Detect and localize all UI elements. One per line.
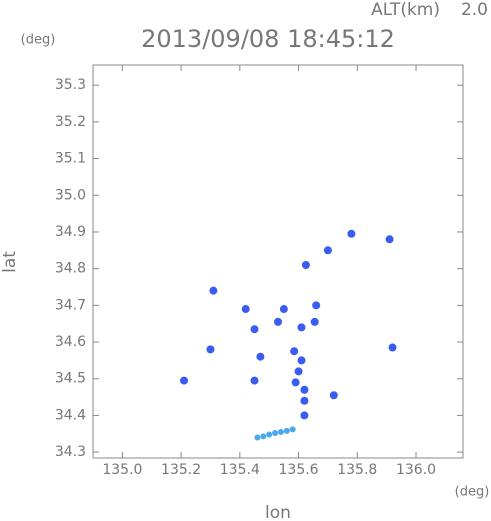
y-tick-label: 35.1 bbox=[55, 151, 86, 167]
alt-label: ALT(km) bbox=[371, 0, 440, 20]
echo-point bbox=[301, 260, 310, 269]
echo-point bbox=[256, 352, 265, 361]
y-unit: (deg) bbox=[21, 33, 56, 48]
echo-point bbox=[291, 378, 300, 387]
y-tick-label: 34.5 bbox=[55, 371, 86, 387]
echo-point bbox=[266, 431, 273, 438]
echo-point bbox=[277, 428, 284, 435]
echo-point bbox=[279, 305, 288, 314]
y-tick-label: 34.6 bbox=[55, 334, 86, 350]
echo-point bbox=[323, 246, 332, 255]
echo-point bbox=[241, 305, 250, 314]
echo-point bbox=[385, 235, 394, 244]
x-tick-label: 135.8 bbox=[337, 462, 377, 478]
echo-point bbox=[297, 323, 306, 332]
echo-point bbox=[300, 385, 309, 394]
echo-point bbox=[388, 343, 397, 352]
y-tick-label: 35.2 bbox=[55, 114, 86, 130]
chart-title: 2013/09/08 18:45:12 bbox=[141, 25, 395, 53]
echo-point bbox=[347, 229, 356, 238]
x-tick-label: 135.0 bbox=[102, 462, 142, 478]
y-tick-label: 34.3 bbox=[55, 444, 86, 460]
y-tick-label: 35.0 bbox=[55, 187, 86, 203]
echo-point bbox=[297, 356, 306, 365]
echo-point bbox=[254, 434, 261, 441]
echo-point bbox=[272, 430, 279, 437]
echo-point bbox=[312, 301, 321, 310]
echo-point bbox=[300, 396, 309, 405]
x-unit: (deg) bbox=[455, 485, 490, 500]
y-tick-label: 34.9 bbox=[55, 224, 86, 240]
y-tick-label: 34.7 bbox=[55, 297, 86, 313]
echo-point bbox=[310, 317, 319, 326]
y-axis-label: lat bbox=[0, 251, 20, 273]
x-tick-label: 135.2 bbox=[161, 462, 201, 478]
y-tick-label: 34.8 bbox=[55, 261, 86, 277]
echo-point bbox=[274, 317, 282, 326]
echo-point bbox=[290, 347, 299, 356]
y-tick-label: 34.4 bbox=[55, 407, 86, 423]
echo-point bbox=[289, 426, 296, 433]
x-tick-label: 136.0 bbox=[396, 462, 436, 478]
echo-point bbox=[300, 411, 309, 420]
echo-point bbox=[329, 391, 338, 400]
echo-point bbox=[209, 286, 218, 295]
echo-point bbox=[206, 345, 215, 354]
echo-point bbox=[260, 433, 267, 440]
echo-point bbox=[180, 376, 189, 385]
echo-point bbox=[283, 427, 290, 434]
y-tick-label: 35.3 bbox=[55, 77, 86, 93]
x-tick-label: 135.4 bbox=[220, 462, 260, 478]
echo-point bbox=[294, 367, 303, 376]
plot-frame bbox=[92, 64, 464, 459]
alt-value: 2.0 bbox=[461, 0, 488, 20]
echo-point bbox=[250, 325, 259, 334]
x-tick-label: 135.6 bbox=[279, 462, 319, 478]
x-axis-label: lon bbox=[265, 503, 291, 521]
echo-point bbox=[250, 376, 259, 385]
